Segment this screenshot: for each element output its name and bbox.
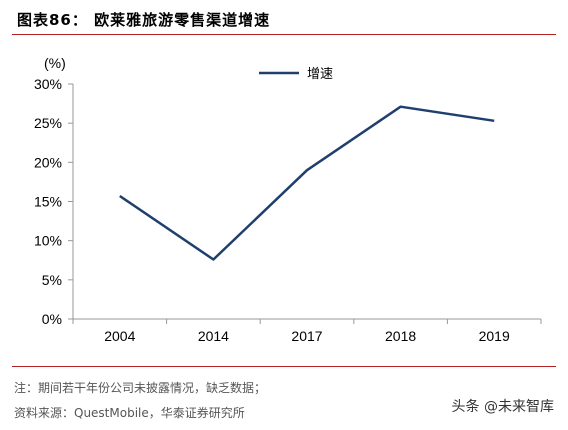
series-line [119,105,495,261]
y-tick-label: 10% [34,233,62,249]
line-chart: 0% 5% 10% 15% 20% 25% 30% 2004 2014 2017 2018 2019… [34,55,542,344]
watermark: 头条 @未来智库 [451,399,554,415]
y-tick-label: 15% [34,194,62,210]
x-tick-label: 2018 [385,328,416,344]
chart-axes [68,83,542,324]
x-tick-label: 2017 [291,328,322,344]
legend-label: 增速 [307,67,333,82]
chart-series [119,105,495,261]
y-tick-label: 5% [42,272,62,288]
x-tick-label: 2004 [104,328,135,344]
source-note: 资料来源：QuestMobile，华泰证券研究所 [14,406,245,420]
chart-legend: 增速 [259,67,333,82]
y-tick-label: 25% [34,115,62,131]
x-tick-label: 2014 [198,328,229,344]
x-tick-labels: 2004 2014 2017 2018 2019 [104,328,510,344]
y-tick-labels: 0% 5% 10% 15% 20% 25% 30% [34,76,62,327]
y-tick-label: 20% [34,154,62,170]
header-rule [12,34,556,35]
figure-title: 图表86： 欧莱雅旅游零售渠道增速 [17,11,271,29]
x-tick-label: 2019 [479,328,510,344]
footer-rule [12,366,556,367]
y-tick-label: 0% [42,311,62,327]
y-tick-label: 30% [34,76,62,92]
footnote: 注：期间若干年份公司未披露情况，缺乏数据； [14,381,267,395]
y-axis-unit-label: (%) [44,55,66,71]
